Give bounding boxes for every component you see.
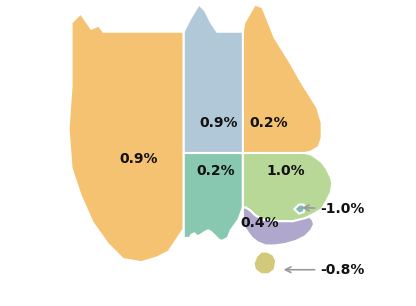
Polygon shape [243,4,322,153]
Text: 1.0%: 1.0% [266,164,305,178]
Polygon shape [184,153,243,241]
Polygon shape [253,252,276,274]
Polygon shape [243,153,332,221]
Text: 0.9%: 0.9% [199,116,238,130]
Polygon shape [243,207,314,245]
Text: -0.8%: -0.8% [285,263,364,277]
Polygon shape [184,4,243,153]
Polygon shape [69,13,184,262]
Text: 0.2%: 0.2% [196,164,235,178]
Polygon shape [295,204,305,214]
Text: 0.4%: 0.4% [240,216,279,230]
Text: 0.9%: 0.9% [119,152,158,166]
Text: -1.0%: -1.0% [304,202,364,216]
Text: 0.2%: 0.2% [249,116,288,130]
